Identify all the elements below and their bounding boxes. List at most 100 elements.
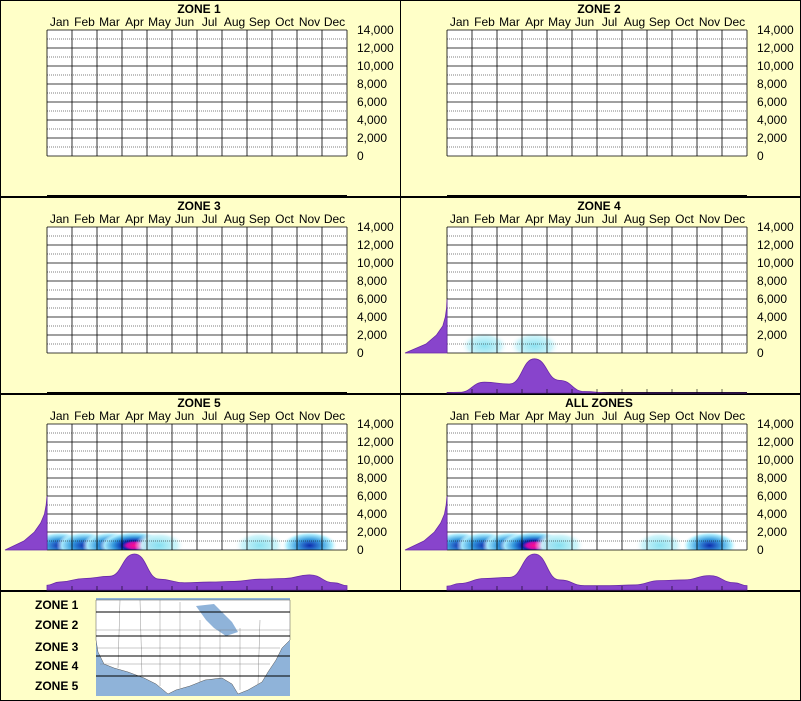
panel-2: ZONE 2 Jan Feb Mar Apr May Jun Jul Aug Sep Oct Nov D… [400,0,801,197]
month-label: Mar [499,15,520,29]
month-label: Jan [50,409,69,423]
y-tick-label: 8,000 [757,77,787,91]
month-label: Jul [602,409,617,423]
heat-blob [234,531,285,550]
month-label: Jan [50,212,69,226]
month-label: Feb [74,409,95,423]
heat-blob [134,531,185,550]
month-profile [446,553,748,591]
y-tick-label: 14,000 [357,23,394,37]
y-tick-label: 12,000 [357,238,394,252]
y-tick-label: 14,000 [757,417,794,431]
y-tick-label: 10,000 [757,453,794,467]
month-label: Dec [324,15,345,29]
panel-1: ZONE 1 Jan Feb Mar Apr May Jun Jul Aug Sep Oct Nov D… [0,0,401,197]
month-label: May [148,409,171,423]
y-tick-label: 2,000 [757,525,787,539]
panel-4: ZONE 4 Jan Feb Mar Apr May Jun Jul Aug Sep Oct Nov D… [400,197,801,394]
y-tick-label: 8,000 [357,77,387,91]
zone-map [95,598,291,696]
y-tick-label: 14,000 [357,220,394,234]
y-tick-label: 14,000 [757,23,794,37]
month-label: Mar [499,212,520,226]
y-tick-label: 8,000 [357,274,387,288]
y-tick-label: 10,000 [757,256,794,270]
month-label: Aug [624,212,645,226]
month-label: Feb [474,212,495,226]
y-tick-label: 0 [757,149,764,163]
month-label: May [148,212,171,226]
y-tick-label: 14,000 [757,220,794,234]
month-label: Dec [724,409,745,423]
y-tick-label: 10,000 [357,453,394,467]
month-label: Jun [175,15,194,29]
month-label: Sep [249,409,271,423]
y-tick-label: 0 [757,543,764,557]
month-label: Oct [275,409,294,423]
month-label: Apr [125,409,144,423]
month-label: Nov [699,409,720,423]
month-label: Aug [224,409,245,423]
month-label: Dec [724,15,745,29]
month-label: Sep [649,212,671,226]
legend-zone-label: ZONE 3 [35,640,79,654]
y-tick-label: 6,000 [757,489,787,503]
month-label: Feb [74,15,95,29]
y-tick-label: 0 [357,543,364,557]
y-tick-label: 12,000 [357,41,394,55]
y-tick-label: 6,000 [757,292,787,306]
y-tick-label: 2,000 [357,525,387,539]
month-label: Apr [125,212,144,226]
y-tick-label: 8,000 [757,274,787,288]
month-label: Dec [324,409,345,423]
month-label: Aug [224,15,245,29]
month-label: Aug [624,409,645,423]
y-tick-label: 8,000 [757,471,787,485]
heat-blob [281,531,338,550]
month-label: Jul [202,409,217,423]
month-label: Feb [474,409,495,423]
y-tick-label: 0 [357,149,364,163]
panel-6: ALL ZONES Jan Feb Mar Apr May Jun Jul Aug Sep Oct N… [400,394,801,591]
y-tick-label: 10,000 [757,59,794,73]
y-tick-label: 12,000 [757,41,794,55]
month-label: Apr [525,15,544,29]
month-label: Apr [525,212,544,226]
month-label: Sep [649,15,671,29]
y-tick-label: 0 [357,346,364,360]
y-tick-label: 2,000 [357,131,387,145]
month-label: Oct [675,409,694,423]
panel-title: ZONE 1 [177,2,221,16]
panel-3: ZONE 3 Jan Feb Mar Apr May Jun Jul Aug Sep Oct Nov D… [0,197,401,394]
y-tick-label: 0 [757,346,764,360]
y-tick-label: 14,000 [357,417,394,431]
month-label: Jan [450,212,469,226]
legend-zone-label: ZONE 4 [35,659,79,673]
month-profile [446,358,747,394]
month-label: Apr [125,15,144,29]
month-label: Jun [575,409,594,423]
elevation-profile [404,298,448,354]
month-label: Jan [450,15,469,29]
y-tick-label: 2,000 [757,131,787,145]
month-label: Mar [99,409,120,423]
month-profile [46,553,348,591]
month-label: Sep [649,409,671,423]
y-tick-label: 4,000 [357,310,387,324]
month-label: Sep [249,212,271,226]
month-label: Jan [450,409,469,423]
month-label: Nov [699,15,720,29]
month-label: Jul [602,212,617,226]
heat-blob [635,531,684,550]
month-label: Sep [249,15,271,29]
map-state-lines [96,599,290,690]
panel-title: ZONE 2 [577,2,621,16]
month-label: Apr [525,409,544,423]
legend-zone-label: ZONE 2 [35,618,79,632]
month-label: Jul [202,212,217,226]
month-label: May [148,15,171,29]
y-tick-label: 12,000 [357,435,394,449]
month-label: Jan [50,15,69,29]
heat-blob [460,331,509,353]
panel-5: ZONE 5 Jan Feb Mar Apr May Jun Jul Aug Sep Oct Nov D… [0,394,401,591]
